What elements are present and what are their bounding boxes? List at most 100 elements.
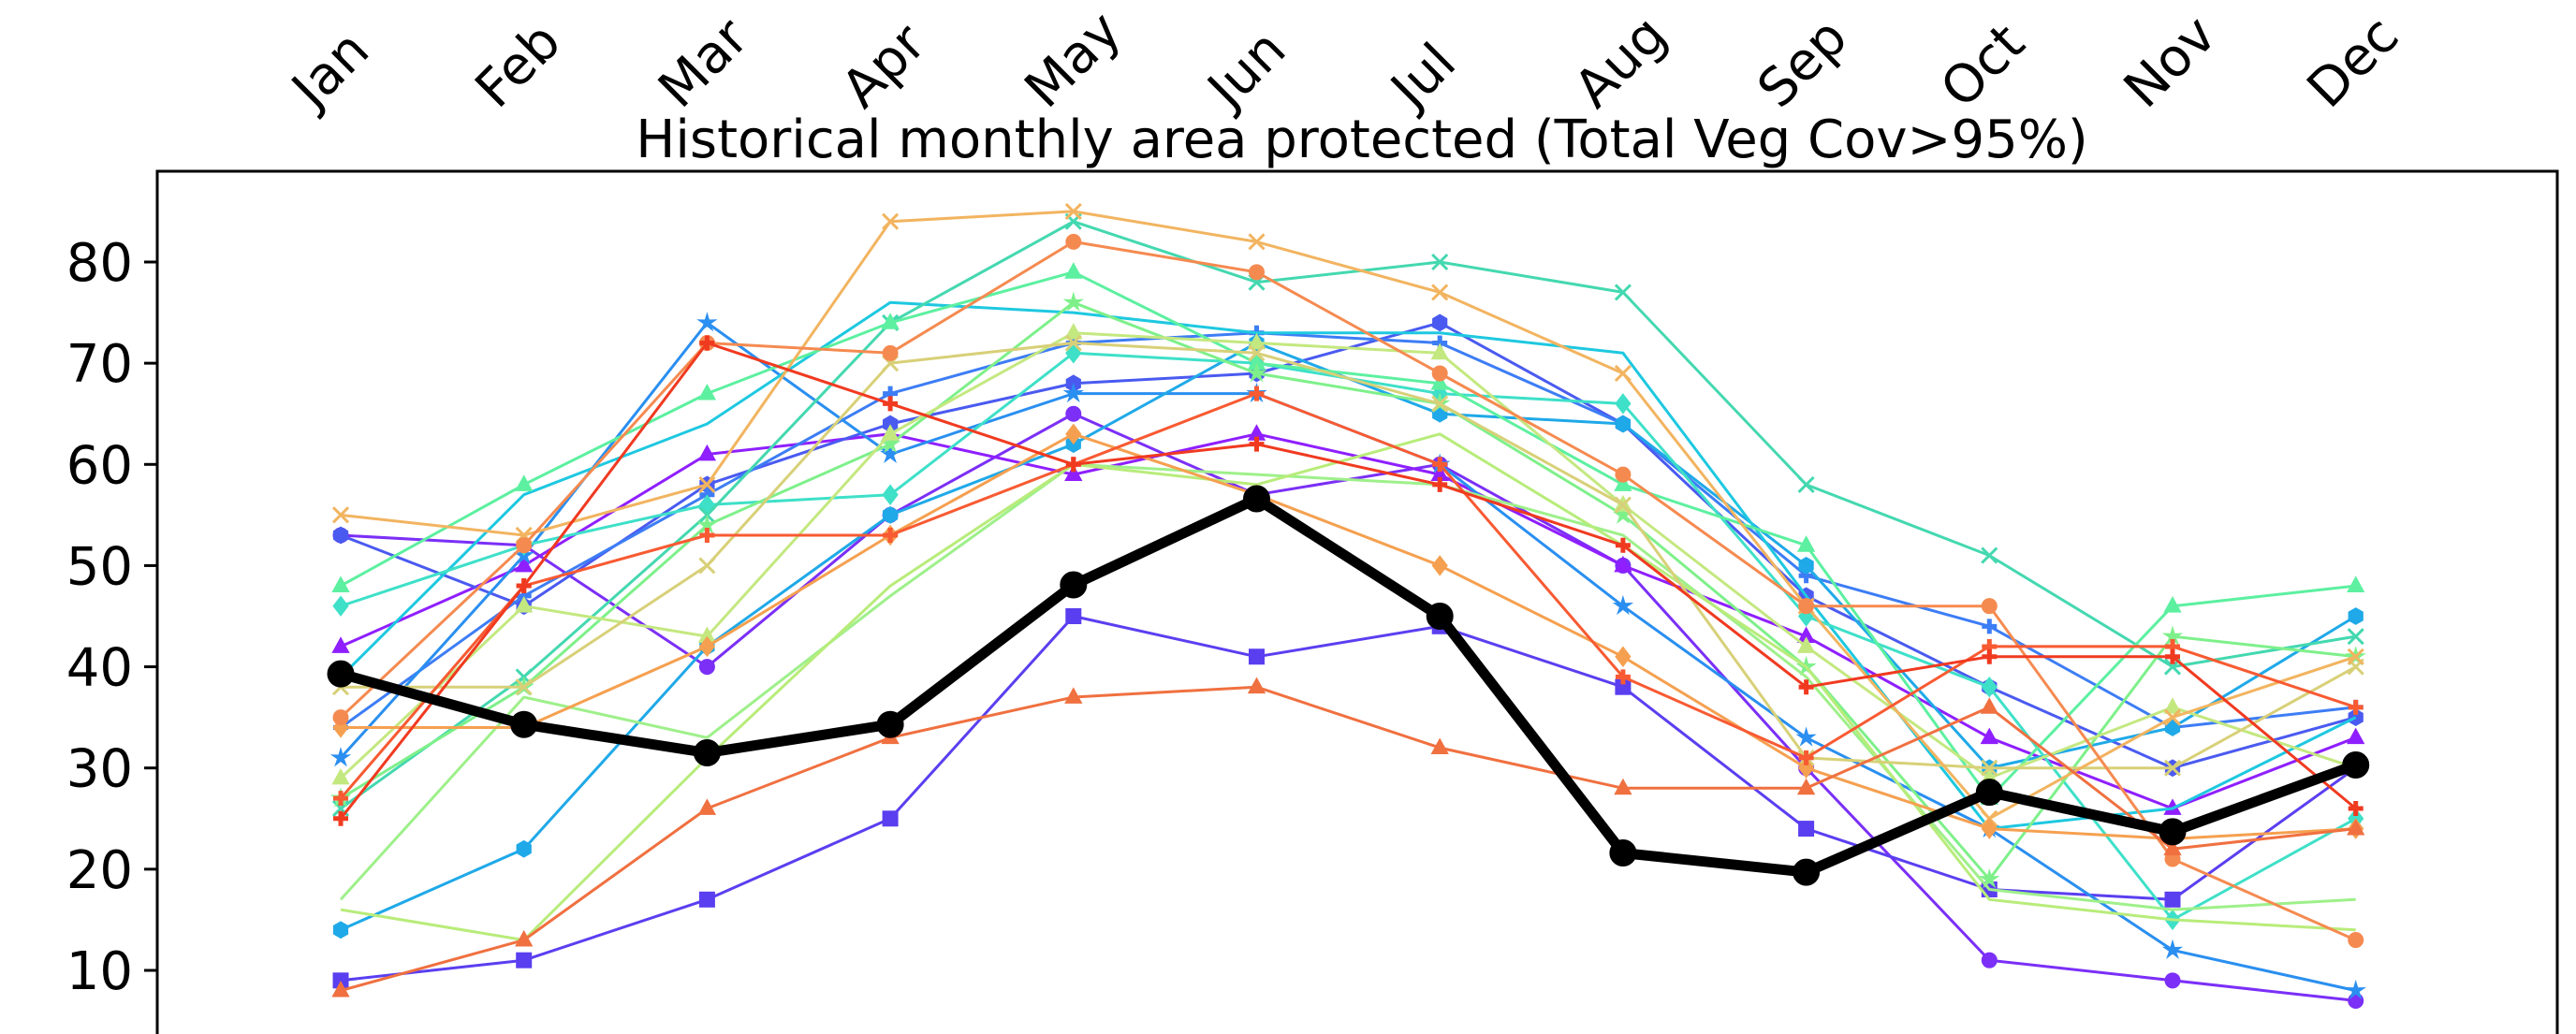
data-point	[1061, 572, 1087, 598]
data-point	[333, 527, 347, 544]
data-point	[328, 661, 354, 687]
x-tick-label: Oct	[1929, 12, 2036, 119]
data-point	[1799, 558, 1813, 575]
data-point	[2348, 576, 2364, 591]
y-tick-label: 50	[66, 536, 133, 597]
series-line	[341, 211, 2356, 819]
y-tick-label: 30	[66, 739, 133, 800]
data-point	[517, 840, 531, 857]
x-tick-label: Feb	[464, 11, 573, 120]
series-line	[341, 302, 2356, 879]
series-19	[333, 234, 2364, 947]
series-line	[341, 353, 2356, 920]
y-tick-label: 20	[66, 840, 133, 901]
data-point	[1616, 366, 1631, 381]
series-line	[341, 343, 2356, 930]
data-point	[1982, 698, 1998, 713]
series-4	[333, 314, 2363, 776]
data-point	[883, 485, 898, 504]
data-point	[1982, 953, 1997, 968]
data-point	[1976, 779, 2002, 806]
data-point	[333, 596, 348, 616]
chart-title: Historical monthly area protected (Total…	[636, 109, 2088, 170]
data-point	[1250, 386, 1265, 401]
data-point	[2349, 608, 2363, 625]
data-point	[517, 953, 532, 968]
data-point	[1427, 604, 1453, 630]
data-point	[1065, 263, 1082, 278]
series-9	[333, 343, 2364, 929]
data-point	[1799, 599, 1814, 614]
data-point	[883, 396, 898, 411]
x-tick-label: Nov	[2113, 5, 2228, 120]
data-point	[332, 576, 349, 591]
data-point	[511, 711, 537, 737]
data-point	[1066, 406, 1081, 421]
y-tick-label: 70	[66, 334, 133, 395]
data-point	[883, 528, 898, 543]
series-line	[341, 617, 2356, 981]
data-point	[2348, 729, 2364, 744]
data-point	[883, 507, 897, 524]
series-line	[341, 302, 2356, 828]
data-point	[1432, 284, 1447, 299]
series-12	[331, 293, 2364, 887]
data-point	[1982, 548, 1997, 563]
y-tick-label: 40	[66, 638, 133, 699]
data-point	[694, 739, 720, 765]
series-line	[341, 499, 2356, 872]
x-tick-label: Jul	[1378, 32, 1468, 122]
data-point	[1797, 728, 1815, 745]
data-point	[333, 922, 347, 939]
data-point	[699, 892, 714, 907]
data-point	[1616, 647, 1631, 666]
x-tick-label: Mar	[647, 7, 760, 120]
data-point	[2165, 892, 2180, 907]
series-line	[341, 222, 2356, 808]
series-7	[333, 335, 2363, 939]
y-tick-label: 10	[66, 941, 133, 1002]
data-point	[2343, 751, 2369, 778]
data-point	[2349, 993, 2364, 1008]
data-point	[1616, 467, 1631, 482]
data-point	[2163, 940, 2181, 957]
plot-series	[328, 204, 2369, 1009]
data-point	[883, 345, 898, 360]
data-point	[1433, 314, 1447, 331]
data-point	[2349, 933, 2364, 948]
data-point	[1982, 649, 1997, 664]
data-point	[699, 660, 714, 675]
data-point	[2165, 973, 2180, 988]
x-tick-label: Jan	[279, 20, 381, 122]
series-line	[341, 434, 2356, 940]
data-point	[517, 538, 532, 553]
x-tick-label: Jun	[1194, 19, 1297, 122]
y-tick-marks: 10 20 30 40 50 60 70 80	[66, 233, 157, 1002]
data-point	[1250, 265, 1265, 280]
series-line	[341, 241, 2356, 939]
data-point	[1793, 859, 1820, 885]
data-point	[1610, 840, 1636, 867]
data-point	[1249, 678, 1266, 693]
data-point	[1244, 486, 1270, 512]
y-tick-label: 80	[66, 233, 133, 294]
data-point	[1066, 234, 1081, 249]
data-point	[1066, 609, 1081, 624]
data-point	[883, 811, 898, 826]
series-mean	[328, 486, 2369, 885]
data-point	[333, 710, 348, 725]
x-tick-label: Sep	[1747, 7, 1860, 120]
data-point	[2159, 819, 2186, 845]
data-point	[699, 558, 714, 573]
series-17	[333, 204, 2364, 826]
data-point	[1799, 822, 1814, 837]
data-point	[877, 711, 903, 737]
series-8	[341, 302, 2356, 828]
data-point	[1982, 729, 1998, 744]
x-tick-label: Aug	[1563, 5, 1678, 120]
series-14	[341, 434, 2356, 940]
x-tick-labels: Jan Feb Mar Apr May Jun Jul Aug Sep Oct Nov Dec	[279, 0, 2410, 122]
data-point	[1982, 599, 1997, 614]
y-tick-label: 60	[66, 435, 133, 496]
